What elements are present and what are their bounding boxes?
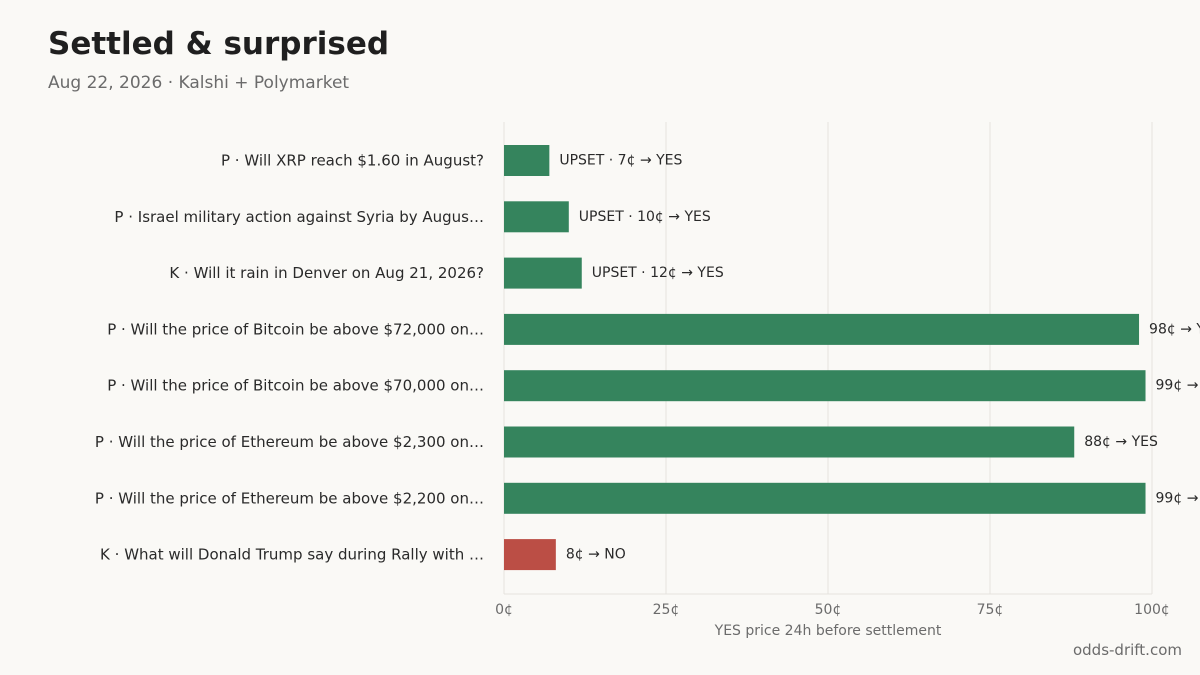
bar-value-label: 99¢ → YES (1156, 490, 1200, 506)
category-label: P · Will the price of Bitcoin be above $… (107, 377, 484, 395)
x-axis-title: YES price 24h before settlement (714, 623, 942, 639)
bar-value-label: 98¢ → YES (1149, 321, 1200, 337)
x-tick-label: 75¢ (977, 602, 1004, 618)
bar (504, 145, 550, 176)
x-tick-label: 50¢ (815, 602, 842, 618)
bar-value-label: 99¢ → YES (1156, 378, 1200, 394)
bar (504, 313, 1140, 345)
category-label: K · What will Donald Trump say during Ra… (100, 546, 484, 564)
bar-value-label: UPSET · 7¢ → YES (559, 153, 682, 169)
x-tick-label: 25¢ (653, 602, 680, 618)
chart-subtitle: Aug 22, 2026 · Kalshi + Polymarket (48, 73, 350, 93)
category-label: P · Will XRP reach $1.60 in August? (221, 152, 484, 170)
category-label: P · Will the price of Bitcoin be above $… (107, 320, 484, 338)
category-label: P · Will the price of Ethereum be above … (95, 433, 484, 451)
bar (504, 370, 1146, 402)
bar-value-label: UPSET · 10¢ → YES (579, 209, 711, 225)
x-tick-label: 100¢ (1134, 602, 1170, 618)
bar-value-label: UPSET · 12¢ → YES (592, 265, 724, 281)
bar (504, 426, 1075, 458)
chart-title: Settled & surprised (48, 26, 390, 62)
x-tick-label: 0¢ (495, 602, 513, 618)
bar-value-label: 88¢ → YES (1084, 434, 1158, 450)
category-label: K · Will it rain in Denver on Aug 21, 20… (169, 264, 484, 282)
bar (504, 257, 582, 289)
source-credit: odds-drift.com (1072, 641, 1182, 659)
bar (504, 539, 556, 571)
bar (504, 201, 569, 233)
bar (504, 482, 1146, 514)
category-label: P · Will the price of Ethereum be above … (95, 489, 484, 507)
category-label: P · Israel military action against Syria… (114, 208, 484, 226)
bar-value-label: 8¢ → NO (566, 547, 626, 563)
